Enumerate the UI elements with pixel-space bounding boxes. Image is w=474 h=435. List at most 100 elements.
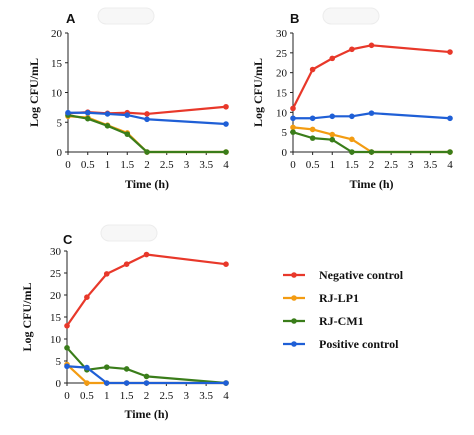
data-point-positive-control: [290, 115, 296, 122]
y-tick-label: 5: [56, 356, 62, 368]
x-tick-label: 4: [223, 390, 229, 402]
data-point-negative-control: [368, 42, 375, 49]
data-point-rj-cm1: [123, 366, 130, 372]
data-point-positive-control: [144, 116, 150, 123]
x-tick-label: 2: [144, 159, 150, 171]
y-tick-label: 10: [276, 107, 288, 119]
x-tick-label: 0: [290, 159, 296, 171]
x-tick-label: 1.5: [345, 159, 359, 171]
series-line-rj-lp1: [292, 126, 450, 154]
data-point-rj-cm1: [223, 149, 229, 155]
legend-label-rj-lp1: RJ-LP1: [319, 291, 359, 305]
decorative-tag: [322, 7, 380, 25]
data-point-rj-lp1: [309, 126, 316, 133]
data-point-negative-control: [309, 66, 316, 73]
data-point-rj-cm1: [309, 135, 316, 141]
data-point-negative-control: [329, 55, 336, 62]
series-line-negative-control: [66, 253, 227, 327]
data-point-rj-cm1: [84, 115, 91, 122]
series-line-rj-cm1: [67, 114, 226, 154]
data-point-positive-control: [329, 113, 336, 120]
series-line-positive-control: [68, 111, 227, 126]
data-point-rj-cm1: [349, 149, 355, 155]
data-point-rj-cm1: [104, 123, 111, 129]
x-tick-label: 0.5: [81, 159, 95, 171]
x-tick-label: 2.5: [160, 390, 174, 402]
data-point-positive-control: [143, 380, 150, 386]
x-tick-label: 1: [105, 159, 111, 171]
series-line-positive-control: [293, 112, 451, 120]
data-point-positive-control: [84, 109, 91, 116]
y-tick-label: 20: [276, 68, 288, 80]
y-tick-label: 25: [50, 268, 62, 280]
data-point-negative-control: [290, 105, 296, 112]
y-axis-title: Log CFU/mL: [20, 283, 34, 352]
x-tick-label: 0: [65, 159, 71, 171]
y-tick-label: 25: [276, 48, 288, 60]
x-tick-label: 1.5: [120, 390, 134, 402]
x-tick-label: 3.5: [424, 159, 438, 171]
data-point-negative-control: [223, 103, 229, 110]
x-axis-title: Time (h): [349, 177, 393, 191]
data-point-positive-control: [368, 110, 375, 116]
data-point-positive-control: [64, 363, 70, 370]
data-point-negative-control: [64, 323, 70, 329]
data-point-rj-lp1: [290, 124, 296, 131]
series-line-positive-control: [66, 365, 226, 385]
series-line-rj-cm1: [66, 347, 227, 385]
series-line-rj-cm1: [292, 131, 450, 154]
data-point-positive-control: [123, 380, 130, 386]
data-point-positive-control: [103, 380, 110, 386]
data-point-rj-cm1: [368, 149, 375, 155]
x-tick-label: 3.5: [199, 390, 213, 402]
panel-a: A 0 5 10 15 20 0 0.5 1 1.5 2 2.5 3 3.5 4 Time (h) Log CF…: [27, 7, 229, 191]
data-point-negative-control: [103, 271, 110, 277]
x-tick-label: 1: [330, 159, 336, 171]
x-tick-label: 2: [144, 390, 150, 402]
panel-c: C 0 5 10 15 20 25 30 0 0.5 1 1.5 2 2.5 3 3.5 4 Time (h) Lo…: [20, 224, 229, 421]
data-point-positive-control: [65, 109, 71, 116]
data-point-rj-cm1: [103, 364, 110, 370]
y-axis-title: Log CFU/mL: [251, 58, 265, 127]
legend-swatch-marker-negative-control: [291, 272, 297, 278]
legend-swatch-marker-positive-control: [291, 341, 297, 347]
panel-label: C: [63, 232, 73, 247]
data-point-positive-control: [124, 112, 131, 118]
x-tick-label: 1: [104, 390, 110, 402]
decorative-tag: [100, 224, 158, 242]
data-point-rj-lp1: [349, 136, 355, 143]
legend-swatch-marker-rj-lp1: [291, 295, 297, 301]
data-point-positive-control: [223, 121, 229, 127]
y-tick-label: 0: [57, 147, 63, 159]
data-point-negative-control: [223, 261, 229, 268]
legend-label-negative-control: Negative control: [319, 268, 404, 282]
y-axis-title: Log CFU/mL: [27, 58, 41, 127]
y-tick-label: 20: [50, 290, 62, 302]
x-axis-title: Time (h): [124, 407, 168, 421]
data-point-positive-control: [309, 115, 316, 122]
panel-b: B 0 5 10 15 20 25 30 0 0.5 1 1.5 2 2.5 3 3.5 4 Time (h) Lo…: [251, 7, 453, 191]
x-tick-label: 2.5: [384, 159, 398, 171]
data-point-rj-cm1: [64, 345, 70, 351]
x-tick-label: 3.5: [199, 159, 213, 171]
data-point-positive-control: [447, 115, 453, 122]
y-tick-label: 10: [51, 88, 63, 100]
x-tick-label: 3: [408, 159, 414, 171]
y-tick-label: 15: [276, 88, 288, 100]
data-point-negative-control: [123, 261, 130, 268]
legend: Negative control RJ-LP1 RJ-CM1 Positive con…: [283, 268, 404, 351]
legend-swatch-marker-rj-cm1: [291, 318, 297, 324]
data-point-rj-cm1: [144, 149, 150, 155]
data-point-negative-control: [84, 294, 90, 301]
x-tick-label: 3: [184, 390, 190, 402]
data-point-rj-cm1: [143, 373, 150, 380]
data-point-positive-control: [104, 111, 111, 117]
data-point-rj-lp1: [329, 131, 336, 138]
y-tick-label: 0: [56, 378, 62, 390]
y-tick-label: 15: [51, 58, 63, 70]
legend-label-rj-cm1: RJ-CM1: [319, 314, 364, 328]
legend-label-positive-control: Positive control: [319, 337, 399, 351]
data-point-positive-control: [84, 364, 90, 371]
data-point-negative-control: [349, 46, 355, 53]
x-tick-label: 0: [64, 390, 70, 402]
